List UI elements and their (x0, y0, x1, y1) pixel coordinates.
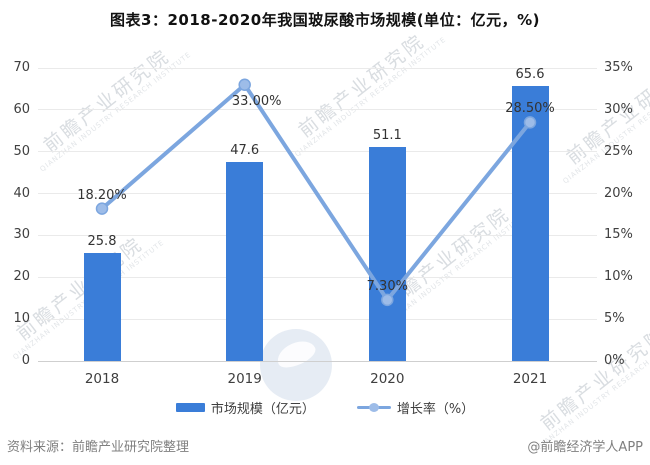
source-note: 资料来源：前瞻产业研究院整理 (7, 440, 190, 455)
line-value-label: 28.50% (505, 101, 555, 117)
left-axis-tick: 10 (13, 311, 30, 327)
left-axis-tick: 60 (13, 101, 30, 117)
line-value-label: 7.30% (366, 278, 408, 294)
legend-label-growth-rate: 增长率（%） (396, 402, 475, 417)
legend: 市场规模（亿元） 增长率（%） (0, 398, 650, 417)
right-axis-tick: 5% (604, 311, 625, 327)
legend-label-market-size: 市场规模（亿元） (210, 402, 315, 417)
right-axis-tick: 15% (604, 227, 633, 243)
x-axis-tick-2018: 2018 (84, 371, 120, 387)
bar-value-label: 65.6 (515, 67, 545, 83)
left-axis-tick: 0 (21, 353, 30, 368)
right-axis-tick: 30% (604, 101, 633, 117)
bar-2020 (368, 147, 406, 361)
x-axis-tick-2020: 2020 (370, 371, 405, 387)
gridline (38, 360, 597, 362)
right-axis-tick: 25% (604, 143, 633, 159)
bar-value-label: 25.8 (87, 234, 117, 249)
gridline (38, 318, 597, 320)
line-value-label: 18.20% (77, 187, 127, 203)
footer: 资料来源：前瞻产业研究院整理 @前瞻经济学人APP (7, 436, 643, 455)
left-axis-tick: 70 (13, 60, 30, 75)
right-axis-tick: 20% (604, 185, 633, 201)
line-marker (238, 78, 251, 91)
legend-item-market-size: 市场规模（亿元） (175, 398, 315, 417)
line-value-label: 33.00% (231, 93, 282, 109)
bar-2021 (511, 86, 549, 361)
x-axis-tick-2019: 2019 (227, 371, 262, 387)
right-axis-tick: 35% (604, 60, 633, 75)
x-axis-tick-2021: 2021 (512, 371, 548, 387)
right-axis-tick: 10% (604, 269, 633, 285)
left-axis-tick: 50 (13, 143, 30, 159)
qianzhan-logo-watermark (260, 329, 332, 401)
bar-2018 (83, 253, 121, 361)
line-marker (95, 202, 109, 215)
line-swatch-icon (356, 403, 391, 412)
legend-item-growth-rate: 增长率（%） (356, 398, 475, 417)
bar-2019 (226, 161, 264, 361)
bar-value-label: 47.6 (230, 142, 260, 158)
right-axis-tick: 0% (604, 353, 625, 368)
bar-swatch-icon (175, 403, 205, 412)
chart-title: 图表3：2018-2020年我国玻尿酸市场规模(单位：亿元，%) (110, 11, 540, 29)
bar-value-label: 51.1 (372, 128, 402, 144)
left-axis-tick: 40 (13, 185, 30, 201)
left-axis-tick: 20 (13, 269, 30, 285)
gridline (38, 67, 597, 69)
credit-note: @前瞻经济学人APP (527, 440, 643, 455)
left-axis-tick: 30 (13, 227, 30, 243)
